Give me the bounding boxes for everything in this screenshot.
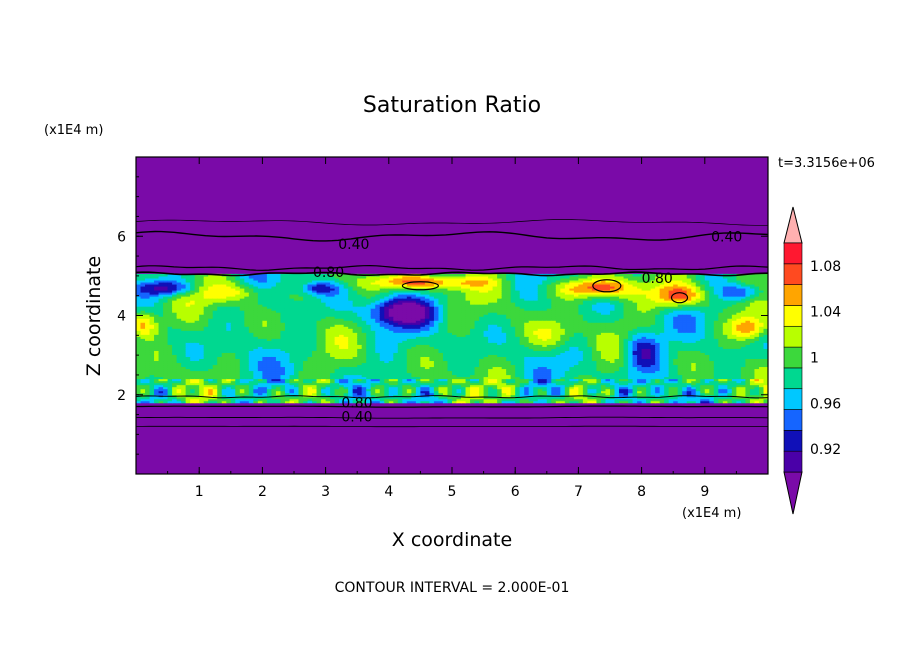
contour-line: [136, 264, 768, 271]
colorbar-band: [783, 430, 803, 452]
contour-line: [136, 395, 768, 399]
y-axis-label: Z coordinate: [83, 256, 105, 376]
x-tick-label: 2: [258, 484, 267, 500]
contour-label: 0.80: [642, 271, 673, 287]
contour-line: [136, 416, 768, 419]
x-tick-label: 9: [700, 484, 709, 500]
y-tick-label: 2: [117, 388, 126, 404]
colorbar-band: [783, 409, 803, 431]
x-axis-label: X coordinate: [392, 529, 512, 551]
contour-label: 0.40: [338, 237, 369, 253]
colorbar-band: [783, 325, 803, 348]
contour-label: 0.40: [341, 410, 372, 426]
colorbar-tick-label: 0.96: [810, 396, 841, 412]
colorbar-tick-label: 1.08: [810, 259, 841, 275]
chart-title: Saturation Ratio: [363, 93, 541, 118]
y-unit-label: (x1E4 m): [44, 123, 103, 138]
contour-loop: [401, 281, 439, 291]
heatmap-field: [136, 273, 768, 404]
contour-labels: 0.40 0.400.80 0.800.800.40: [313, 229, 742, 425]
contour-line: [136, 271, 768, 277]
colorbar-band: [783, 450, 803, 473]
contour-loop: [670, 292, 689, 304]
colorbar-band: [783, 242, 803, 265]
x-tick-label: 5: [448, 484, 457, 500]
x-unit-label: (x1E4 m): [682, 506, 741, 521]
x-tick-label: 7: [574, 484, 583, 500]
colorbar-upper-arrow: [783, 206, 803, 244]
contour-line: [136, 405, 768, 408]
colorbar-band: [783, 305, 803, 327]
contour-label: 0.40: [711, 229, 742, 245]
contour-lines: [136, 219, 768, 428]
colorbar-tick-label: 1.04: [810, 305, 841, 321]
time-label: t=3.3156e+06: [778, 156, 875, 171]
x-tick-label: 4: [384, 484, 393, 500]
x-tick-label: 3: [321, 484, 330, 500]
x-tick-label: 1: [195, 484, 204, 500]
x-axis-ticks: 1 2 3 4 5 6 7 8 9: [135, 157, 769, 500]
contour-label: 0.80: [313, 265, 344, 281]
colorbar-band: [783, 388, 803, 410]
contour-interval-footer: CONTOUR INTERVAL = 2.000E-01: [335, 580, 570, 596]
y-tick-label: 4: [117, 309, 126, 325]
colorbar-band: [783, 346, 803, 369]
contour-line: [136, 425, 768, 428]
colorbar-band: [783, 284, 803, 306]
contour-line: [136, 230, 768, 242]
colorbar-lower-arrow: [783, 471, 803, 515]
colorbar: 0.92 0.96 1 1.04 1.08: [783, 206, 841, 515]
x-tick-label: 6: [511, 484, 520, 500]
contour-label: 0.80: [341, 396, 372, 412]
colorbar-band: [783, 367, 803, 390]
colorbar-band: [783, 263, 803, 285]
colorbar-tick-label: 0.92: [810, 442, 841, 458]
colorbar-tick-label: 1: [810, 351, 819, 367]
contour-loop: [592, 279, 622, 293]
plot-area: 0.40 0.400.80 0.800.800.40: [135, 156, 769, 475]
y-axis-ticks: 2 4 6: [117, 156, 768, 475]
x-tick-label: 8: [637, 484, 646, 500]
contour-line: [136, 219, 768, 226]
y-tick-label: 6: [117, 229, 126, 245]
